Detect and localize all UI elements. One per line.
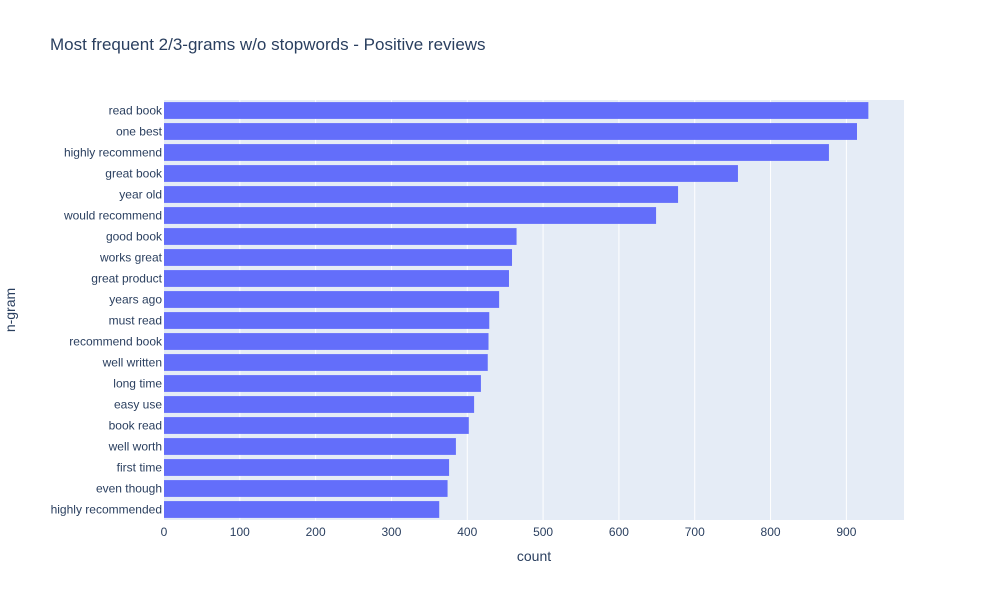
bar-good-book[interactable] xyxy=(164,228,517,245)
bar-first-time[interactable] xyxy=(164,459,450,476)
y-tick-label: must read xyxy=(109,314,162,328)
x-tick-label: 300 xyxy=(381,525,401,539)
x-tick-label: 500 xyxy=(533,525,553,539)
y-tick-label: would recommend xyxy=(63,209,162,223)
bar-highly-recommend[interactable] xyxy=(164,144,829,161)
x-tick-label: 600 xyxy=(609,525,629,539)
bar-great-book[interactable] xyxy=(164,165,738,182)
y-tick-label: highly recommend xyxy=(64,146,162,160)
y-tick-label: works great xyxy=(99,251,163,265)
bar-years-ago[interactable] xyxy=(164,291,500,308)
bar-recommend-book[interactable] xyxy=(164,333,489,350)
y-tick-label: one best xyxy=(116,125,163,139)
bar-even-though[interactable] xyxy=(164,480,448,497)
y-tick-label: recommend book xyxy=(69,335,163,349)
bar-must-read[interactable] xyxy=(164,312,490,329)
y-tick-label: years ago xyxy=(109,293,162,307)
y-tick-label: good book xyxy=(106,230,163,244)
bar-well-written[interactable] xyxy=(164,354,488,371)
y-tick-label: great product xyxy=(91,272,162,286)
bar-year-old[interactable] xyxy=(164,186,679,203)
bars xyxy=(164,102,869,518)
x-tick-label: 400 xyxy=(457,525,477,539)
y-tick-label: first time xyxy=(117,461,163,475)
y-axis-title: n-gram xyxy=(2,288,18,332)
x-axis-title: count xyxy=(517,548,551,564)
y-tick-label: highly recommended xyxy=(51,503,162,517)
bar-would-recommend[interactable] xyxy=(164,207,657,224)
y-tick-label: read book xyxy=(109,104,163,118)
x-tick-labels: 0 100 200 300 400 500 600 700 800 900 xyxy=(161,525,857,539)
x-tick-label: 700 xyxy=(685,525,705,539)
bar-well-worth[interactable] xyxy=(164,438,456,455)
y-tick-labels: read book one best highly recommend great b… xyxy=(51,104,163,517)
x-tick-label: 0 xyxy=(161,525,168,539)
y-tick-label: well worth xyxy=(108,440,162,454)
bar-highly-recommended[interactable] xyxy=(164,501,440,518)
bar-one-best[interactable] xyxy=(164,123,857,140)
bar-works-great[interactable] xyxy=(164,249,513,266)
x-tick-label: 800 xyxy=(761,525,781,539)
bar-great-product[interactable] xyxy=(164,270,509,287)
y-tick-label: long time xyxy=(113,377,162,391)
x-tick-label: 900 xyxy=(836,525,856,539)
bar-long-time[interactable] xyxy=(164,375,481,392)
bar-read-book[interactable] xyxy=(164,102,869,119)
plot-area xyxy=(164,100,904,520)
y-tick-label: even though xyxy=(96,482,162,496)
bar-book-read[interactable] xyxy=(164,417,469,434)
bar-easy-use[interactable] xyxy=(164,396,475,413)
x-tick-label: 100 xyxy=(230,525,250,539)
chart-title: Most frequent 2/3-grams w/o stopwords - … xyxy=(50,35,486,54)
y-tick-label: well written xyxy=(102,356,162,370)
y-tick-label: great book xyxy=(105,167,163,181)
y-tick-label: year old xyxy=(119,188,162,202)
x-tick-label: 200 xyxy=(306,525,326,539)
y-tick-label: book read xyxy=(109,419,162,433)
y-tick-label: easy use xyxy=(114,398,162,412)
